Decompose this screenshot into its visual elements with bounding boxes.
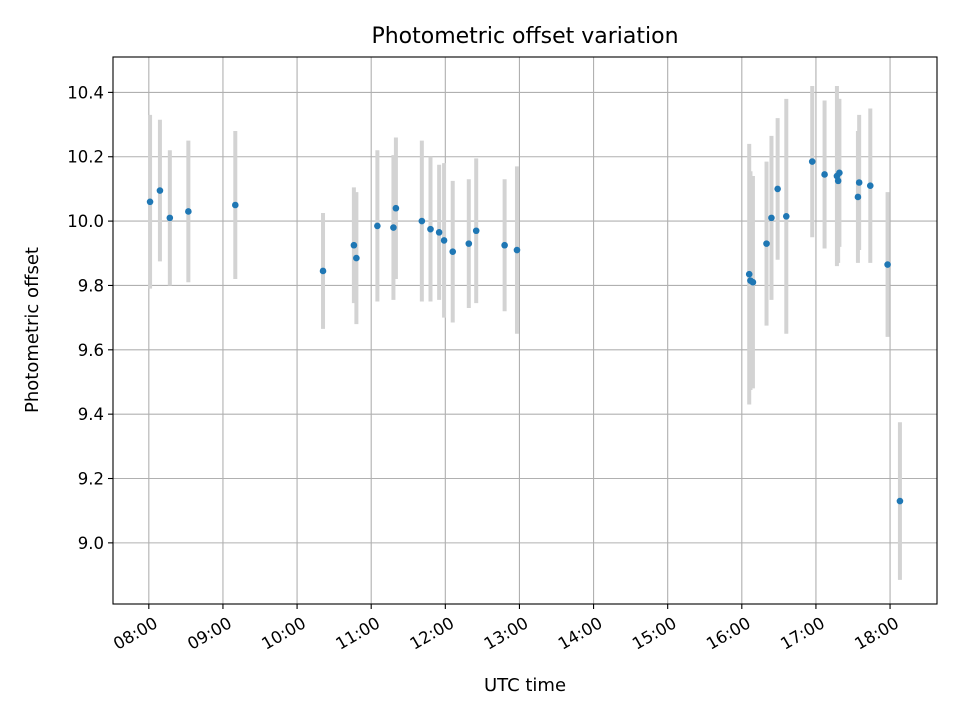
data-point [808,158,816,165]
data-point [854,193,862,201]
x-tick-label: 08:00 [110,613,161,653]
data-point [513,246,521,254]
x-tick-label: 17:00 [777,613,828,653]
data-point [749,278,757,286]
x-tick-label: 13:00 [481,613,532,653]
x-tick-label: 09:00 [184,613,235,653]
y-tick-label: 9.8 [78,276,104,295]
data-point [350,241,358,249]
data-point [501,241,508,249]
data-point [353,254,360,262]
data-point [774,185,781,193]
data-point [472,227,480,235]
error-bars [148,85,902,580]
x-tick-label: 15:00 [629,613,680,653]
y-tick-label: 9.4 [78,405,104,424]
data-point [166,214,174,222]
y-axis-ticks: 9.0 9.2 9.4 9.6 9.8 10.0 10.2 10.4 [67,83,113,553]
y-tick-label: 9.2 [78,470,104,489]
data-point [319,267,327,275]
data-points [146,158,904,505]
x-tick-label: 14:00 [555,613,606,653]
data-point [146,198,154,206]
x-tick-label: 16:00 [703,613,754,653]
y-tick-label: 10.2 [67,148,104,167]
data-point [855,179,863,186]
y-tick-label: 10.4 [67,83,104,102]
x-tick-label: 12:00 [407,613,458,653]
data-point [156,187,164,194]
data-point [836,169,843,177]
x-tick-label: 11:00 [333,613,384,653]
y-axis-label: Photometric offset [22,247,43,413]
data-point [185,208,192,215]
data-point [465,240,473,247]
data-point [418,217,426,225]
x-tick-label: 18:00 [851,613,902,653]
x-tick-label: 10:00 [258,613,309,653]
data-point [834,177,842,185]
plot-frame [112,56,938,605]
data-point [449,248,457,255]
y-tick-label: 10.0 [67,212,104,231]
data-point [884,261,891,268]
y-tick-label: 9.0 [78,534,104,553]
x-axis-label: UTC time [484,675,566,696]
data-point [232,201,239,209]
y-tick-label: 9.6 [78,341,104,360]
chart-title: Photometric offset variation [371,24,678,49]
data-point [821,171,828,178]
grid [113,57,937,604]
data-point [745,270,753,278]
data-point [440,237,448,244]
data-point [768,214,775,222]
data-point [866,182,874,190]
data-point [435,229,443,236]
x-axis-ticks: 08:00 09:00 10:00 11:00 12:00 13:00 14:00 15:00… [110,604,902,654]
data-point [374,222,381,230]
data-point [782,212,790,220]
data-point [427,225,434,233]
data-point [896,497,904,505]
data-point [763,240,770,247]
data-point [392,204,400,212]
data-point [390,224,397,231]
